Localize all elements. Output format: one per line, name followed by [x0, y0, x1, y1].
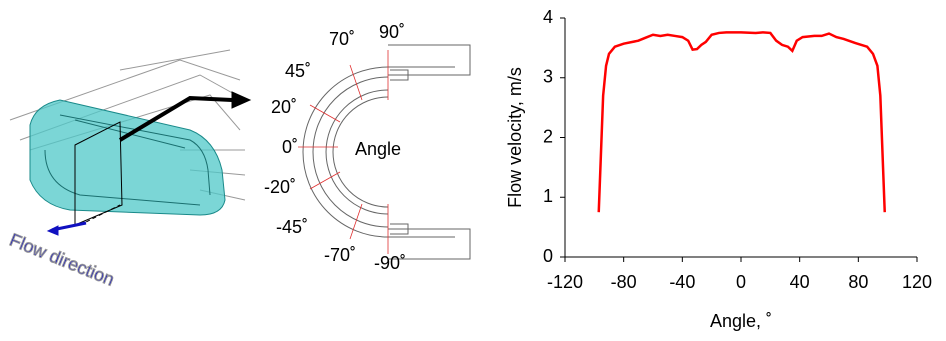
angle-label: 45˚ — [285, 61, 311, 81]
x-tick-label: -40 — [669, 272, 695, 292]
y-tick-label: 3 — [543, 67, 553, 87]
y-axis-label: Flow velocity, m/s — [505, 67, 525, 208]
angle-label: -90˚ — [374, 253, 406, 273]
angle-label: -20˚ — [264, 177, 296, 197]
x-tick-label: -80 — [611, 272, 637, 292]
angle-label: 20˚ — [271, 97, 297, 117]
y-tick-label: 0 — [543, 246, 553, 266]
y-tick-label: 2 — [543, 126, 553, 146]
angle-label: -70˚ — [324, 245, 356, 265]
angle-label: 70˚ — [329, 29, 355, 49]
angle-label: 0˚ — [282, 137, 298, 157]
x-tick-label: 80 — [848, 272, 868, 292]
center-label: Angle — [355, 139, 401, 159]
chart: -120 -80 -40 0 40 80 120 0 1 2 3 4 Angle, ˚ Flow velo… — [505, 7, 932, 331]
x-tick-label: 120 — [902, 272, 932, 292]
x-axis-label: Angle, ˚ — [710, 311, 772, 331]
angle-label: 90˚ — [379, 22, 405, 42]
x-tick-label: -120 — [547, 272, 583, 292]
angle-label: -45˚ — [276, 217, 308, 237]
x-tick-label: 0 — [736, 272, 746, 292]
y-tick-label: 1 — [543, 186, 553, 206]
x-tick-label: 40 — [790, 272, 810, 292]
y-tick-label: 4 — [543, 7, 553, 27]
series-line — [599, 32, 885, 212]
flow-label: Flow direction — [7, 230, 117, 290]
figure: Flow direction 90˚ 70˚ 45˚ 20˚ 0˚ -20˚ -45˚ -70… — [0, 0, 946, 336]
illustration: Flow direction — [7, 50, 250, 290]
